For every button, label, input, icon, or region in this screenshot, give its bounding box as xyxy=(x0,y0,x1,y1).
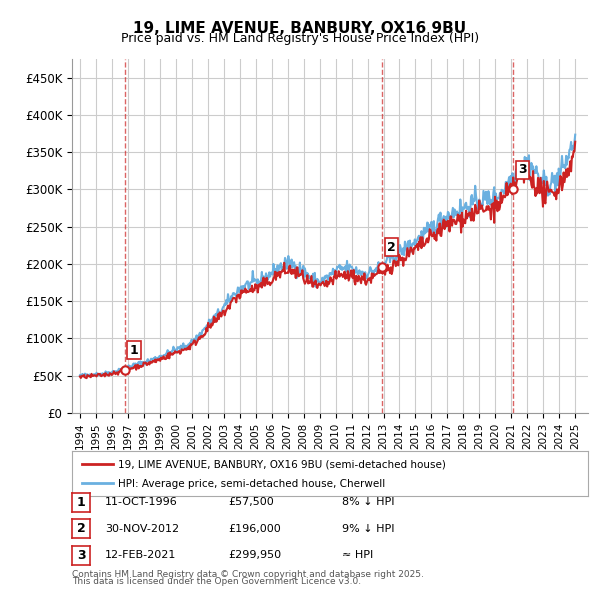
Text: 2: 2 xyxy=(387,241,396,254)
Text: £299,950: £299,950 xyxy=(228,550,281,560)
Text: Contains HM Land Registry data © Crown copyright and database right 2025.: Contains HM Land Registry data © Crown c… xyxy=(72,571,424,579)
Text: 8% ↓ HPI: 8% ↓ HPI xyxy=(342,497,395,507)
Text: £57,500: £57,500 xyxy=(228,497,274,507)
Text: 19, LIME AVENUE, BANBURY, OX16 9BU (semi-detached house): 19, LIME AVENUE, BANBURY, OX16 9BU (semi… xyxy=(118,460,446,470)
Text: Price paid vs. HM Land Registry's House Price Index (HPI): Price paid vs. HM Land Registry's House … xyxy=(121,32,479,45)
Text: HPI: Average price, semi-detached house, Cherwell: HPI: Average price, semi-detached house,… xyxy=(118,479,386,489)
Text: This data is licensed under the Open Government Licence v3.0.: This data is licensed under the Open Gov… xyxy=(72,577,361,586)
Text: 19, LIME AVENUE, BANBURY, OX16 9BU: 19, LIME AVENUE, BANBURY, OX16 9BU xyxy=(133,21,467,35)
Text: 9% ↓ HPI: 9% ↓ HPI xyxy=(342,524,395,533)
Text: ≈ HPI: ≈ HPI xyxy=(342,550,373,560)
Text: 11-OCT-1996: 11-OCT-1996 xyxy=(105,497,178,507)
Text: 2: 2 xyxy=(77,522,85,535)
Text: 1: 1 xyxy=(130,344,138,357)
Text: 12-FEB-2021: 12-FEB-2021 xyxy=(105,550,176,560)
Text: 1: 1 xyxy=(77,496,85,509)
Text: £196,000: £196,000 xyxy=(228,524,281,533)
Text: 3: 3 xyxy=(518,163,527,176)
Text: 30-NOV-2012: 30-NOV-2012 xyxy=(105,524,179,533)
Text: 3: 3 xyxy=(77,549,85,562)
